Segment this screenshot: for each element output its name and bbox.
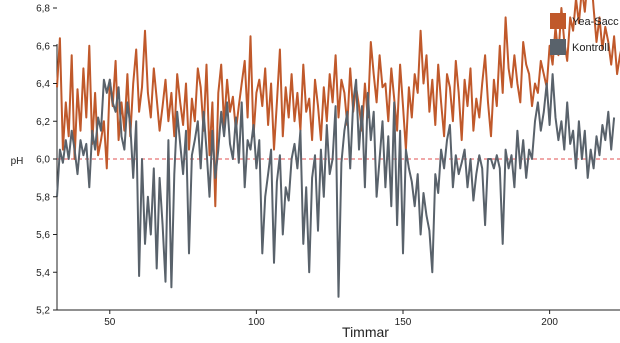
y-tick-label: 5,4 — [36, 268, 50, 279]
axes-group — [56, 44, 620, 311]
y-axis-label: pH — [11, 156, 24, 167]
y-tick-label: 6,2 — [36, 117, 50, 128]
series-line-kontroll — [56, 73, 616, 298]
tick-labels: 5,2 5,4 5,6 5,8 6,0 6,2 6,4 6,6 6,8 50 100 150 200 — [36, 4, 558, 329]
legend: Yea-Sacc Kontroll — [550, 13, 619, 55]
legend-label-yea-sacc: Yea-Sacc — [572, 16, 619, 28]
legend-swatch-kontroll — [550, 39, 566, 55]
y-tick-label: 6,4 — [36, 79, 50, 90]
x-tick-label: 200 — [541, 317, 558, 328]
x-tick-label: 50 — [104, 317, 116, 328]
legend-swatch-yea-sacc — [550, 13, 566, 29]
x-axis-label: Timmar — [342, 324, 389, 340]
x-tick-label: 150 — [395, 317, 412, 328]
x-tick-label: 100 — [248, 317, 265, 328]
series-layer — [56, 0, 620, 298]
legend-label-kontroll: Kontroll — [572, 42, 609, 54]
y-tick-label: 6,0 — [36, 155, 50, 166]
series-line-yea-sacc — [56, 0, 620, 208]
y-tick-label: 6,6 — [36, 41, 50, 52]
y-tick-label: 6,8 — [36, 4, 50, 15]
y-tick-label: 5,6 — [36, 230, 50, 241]
y-tick-label: 5,2 — [36, 306, 50, 317]
y-tick-label: 5,8 — [36, 192, 50, 203]
